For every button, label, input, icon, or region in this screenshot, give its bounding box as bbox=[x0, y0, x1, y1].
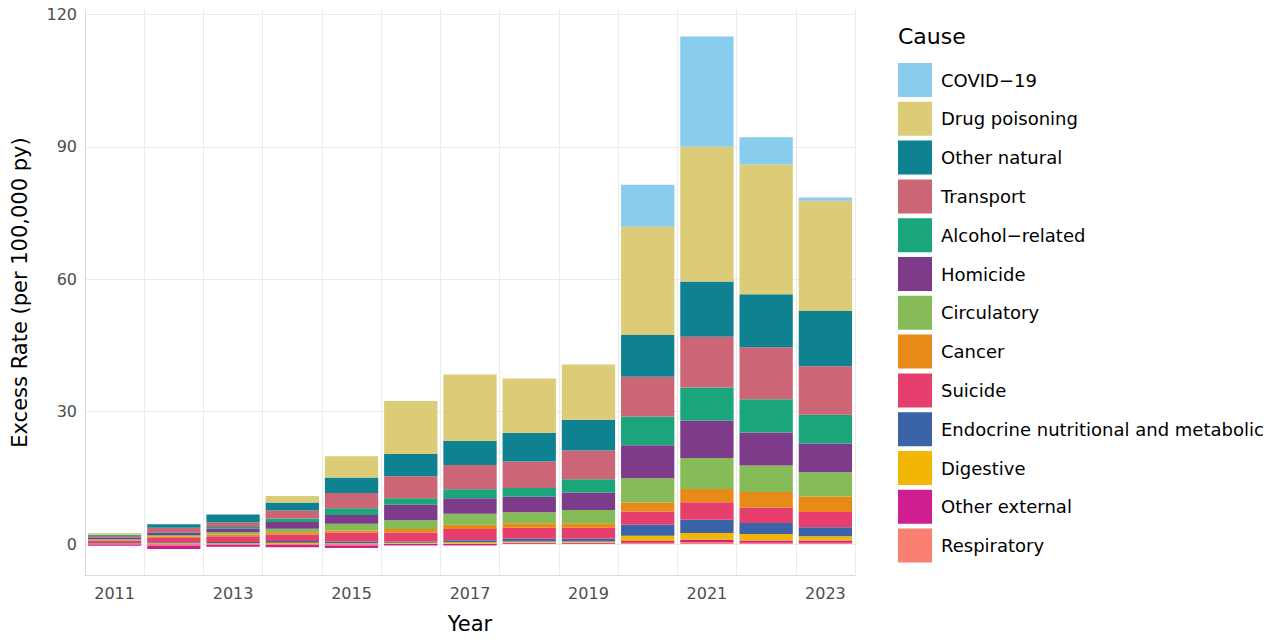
svg-text:Other natural: Other natural bbox=[941, 147, 1062, 168]
svg-text:60: 60 bbox=[57, 270, 77, 289]
svg-text:Cause: Cause bbox=[898, 24, 966, 49]
svg-text:Digestive: Digestive bbox=[941, 458, 1026, 479]
svg-text:Circulatory: Circulatory bbox=[941, 302, 1039, 323]
svg-text:Endocrine nutritional and meta: Endocrine nutritional and metabolic bbox=[941, 419, 1264, 440]
svg-text:Cancer: Cancer bbox=[941, 341, 1005, 362]
svg-text:Transport: Transport bbox=[940, 186, 1025, 207]
svg-text:Homicide: Homicide bbox=[941, 264, 1025, 285]
svg-text:Excess Rate (per 100,000 py): Excess Rate (per 100,000 py) bbox=[8, 137, 32, 447]
svg-text:Drug poisoning: Drug poisoning bbox=[941, 108, 1078, 129]
svg-text:Other external: Other external bbox=[941, 496, 1072, 517]
svg-text:2015: 2015 bbox=[331, 584, 372, 603]
svg-text:2017: 2017 bbox=[450, 584, 491, 603]
svg-text:2023: 2023 bbox=[805, 584, 846, 603]
svg-text:30: 30 bbox=[57, 402, 77, 421]
svg-text:Alcohol−related: Alcohol−related bbox=[941, 225, 1085, 246]
svg-text:Respiratory: Respiratory bbox=[941, 535, 1044, 556]
svg-text:Year: Year bbox=[447, 612, 493, 636]
svg-text:2011: 2011 bbox=[94, 584, 135, 603]
svg-text:COVID−19: COVID−19 bbox=[941, 70, 1037, 91]
svg-text:0: 0 bbox=[67, 535, 77, 554]
svg-text:2013: 2013 bbox=[213, 584, 254, 603]
svg-text:120: 120 bbox=[46, 5, 77, 24]
svg-text:Suicide: Suicide bbox=[941, 380, 1006, 401]
svg-text:2019: 2019 bbox=[568, 584, 609, 603]
svg-text:2021: 2021 bbox=[687, 584, 728, 603]
svg-text:90: 90 bbox=[57, 137, 77, 156]
